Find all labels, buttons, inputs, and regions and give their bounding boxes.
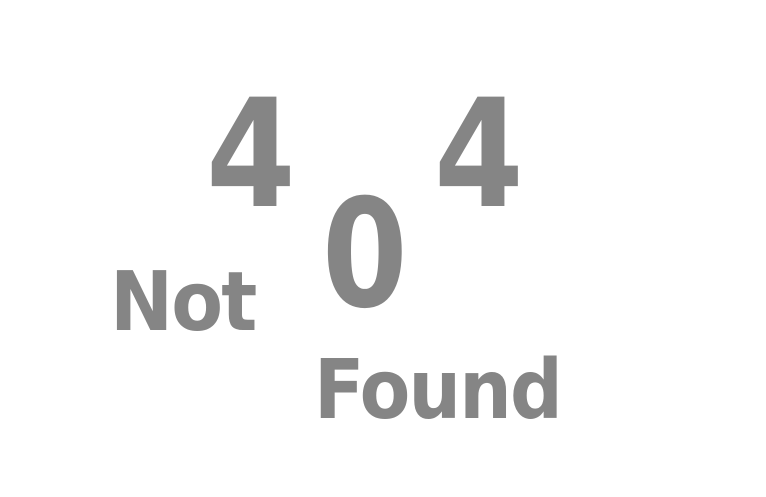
error-code-last-digit: 4 [434, 68, 524, 242]
error-code-middle-digit: 0 [322, 168, 408, 342]
error-code-first-digit: 4 [206, 68, 296, 242]
not-found-message-found: Found [314, 343, 563, 438]
not-found-message-not: Not [110, 255, 257, 350]
